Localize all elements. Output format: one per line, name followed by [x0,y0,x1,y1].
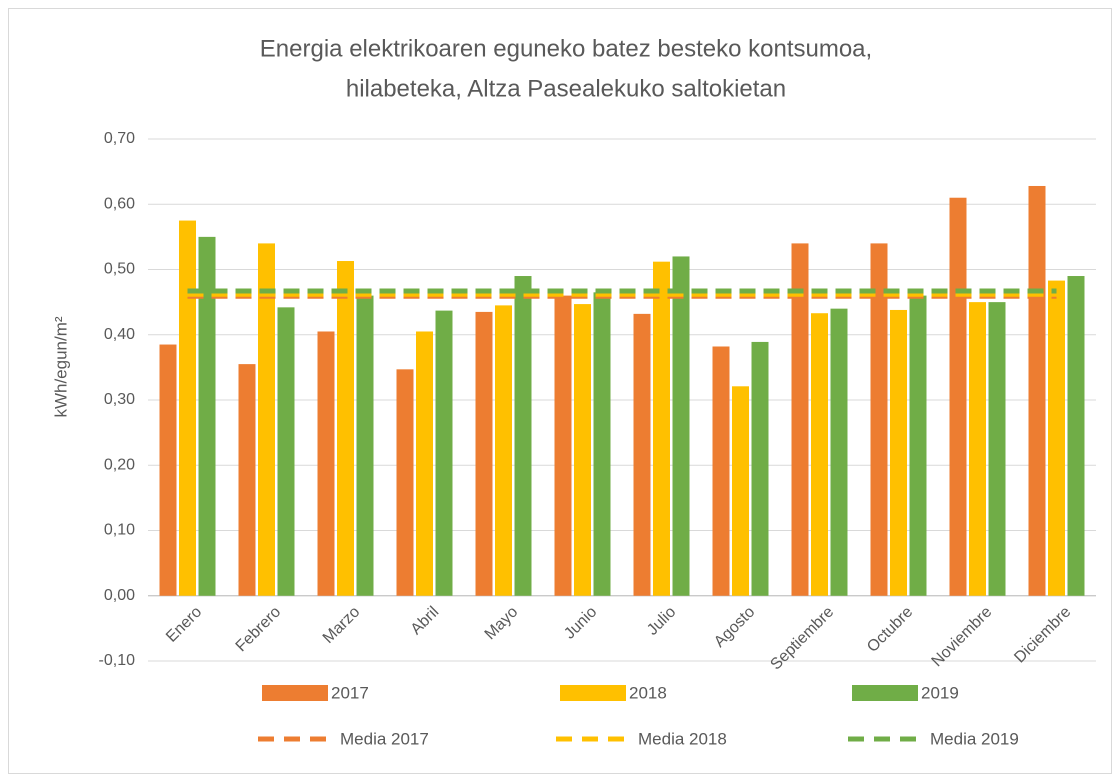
bar [672,256,690,596]
bar [909,295,927,596]
bar [277,307,295,596]
bar [198,236,216,596]
y-tick-label: 0,50 [104,261,135,278]
bar [633,313,651,596]
bar [179,220,196,596]
y-tick-label: 0,10 [104,522,135,539]
y-tick-label: 0,20 [104,456,135,473]
bar [712,346,730,596]
bar [1048,280,1065,596]
bar [653,261,670,596]
y-tick-label: 0,40 [104,326,135,343]
bar [159,344,177,596]
bar [475,311,493,596]
bar [791,243,809,596]
legend-label: 2017 [331,683,369,702]
bar [574,304,591,596]
legend-label: 2018 [629,683,667,702]
bar [732,386,749,596]
bar [988,302,1006,596]
legend-swatch [852,685,918,701]
bar [969,302,986,596]
bar [495,305,512,596]
bar [593,292,611,596]
bar [870,243,888,596]
y-tick-label: 0,00 [104,587,135,604]
bar [337,261,354,596]
legend-swatch [262,685,328,701]
bar [258,243,275,596]
bar [890,309,907,596]
bar [811,313,828,596]
bar [514,276,532,596]
legend-label: 2019 [921,683,959,702]
bar [317,331,335,596]
bar [1028,185,1046,596]
legend-swatch [560,685,626,701]
legend-label: Media 2019 [930,729,1019,748]
legend-label: Media 2018 [638,729,727,748]
y-tick-label: 0,60 [104,195,135,212]
bar [949,197,967,596]
bar [356,295,374,596]
y-axis-label: kWh/egun/m² [51,316,70,417]
bar [751,341,769,596]
bar [1067,276,1085,596]
bar [830,308,848,596]
chart-title: Energia elektrikoaren eguneko batez best… [260,35,872,62]
bar [238,364,256,596]
bar [435,310,453,596]
bar [396,369,414,596]
chart-title: hilabeteka, Altza Pasealekuko saltokieta… [346,75,786,102]
legend-label: Media 2017 [340,729,429,748]
y-tick-label: 0,30 [104,391,135,408]
y-tick-label: -0,10 [99,652,136,669]
bar [554,295,572,596]
bar [416,331,433,596]
y-tick-label: 0,70 [104,130,135,147]
